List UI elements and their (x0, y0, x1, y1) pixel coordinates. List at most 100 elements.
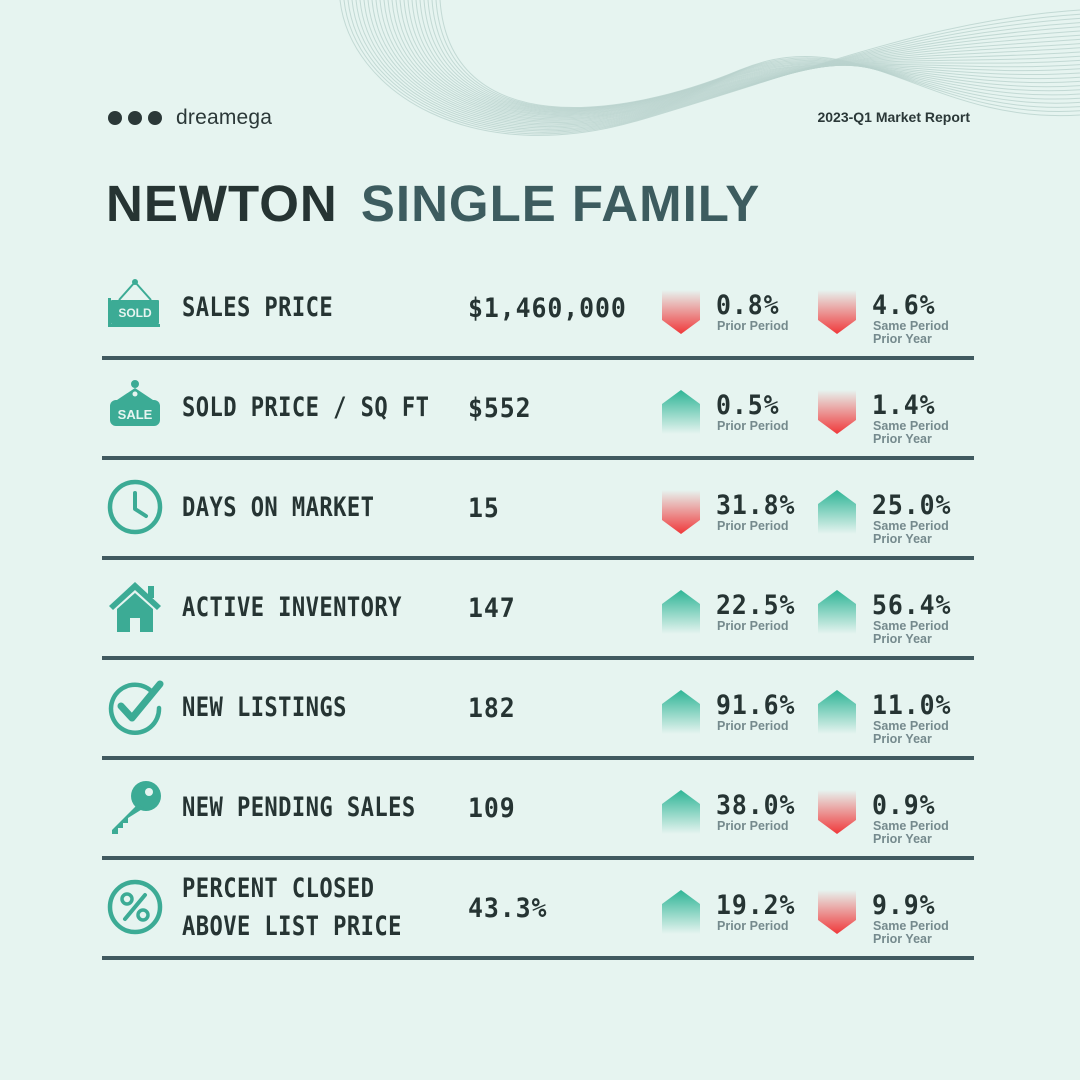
metric-row: ACTIVE INVENTORY 147 22.5% Prior Period … (102, 560, 974, 660)
metric-name: SOLD PRICE / SQ FT (182, 360, 429, 456)
metric-name-line: DAYS ON MARKET (182, 492, 375, 523)
prior-year-label-line1: Same Period (873, 319, 949, 333)
sale-tag-icon: SALE (106, 378, 164, 436)
prior-year-percent: 9.9% (872, 890, 936, 921)
metric-name: NEW LISTINGS (182, 660, 412, 756)
metric-row: SOLD SALES PRICE $1,460,000 0.8% Prior P… (102, 260, 974, 360)
arrow-down-icon (818, 390, 856, 434)
metrics-table: SOLD SALES PRICE $1,460,000 0.8% Prior P… (102, 260, 974, 960)
prior-period-percent: 38.0% (716, 790, 796, 821)
prior-period-label-text: Prior Period (717, 419, 789, 433)
metric-name: SALES PRICE (182, 260, 412, 356)
prior-period-label-text: Prior Period (717, 819, 789, 833)
prior-year-label-line2: Prior Year (873, 632, 932, 646)
metric-row: NEW LISTINGS 182 91.6% Prior Period 11.0… (102, 660, 974, 760)
page-title-type: SINGLE FAMILY (360, 175, 761, 232)
metric-name-line: NEW LISTINGS (182, 692, 347, 723)
prior-period-percent: 0.8% (716, 290, 780, 321)
arrow-down-icon (662, 490, 700, 534)
prior-period-label-text: Prior Period (717, 719, 789, 733)
prior-year-label: Same Period Prior Year (873, 920, 949, 946)
prior-year-label-line2: Prior Year (873, 832, 932, 846)
report-title: 2023-Q1 Market Report (817, 109, 970, 125)
prior-period-label-text: Prior Period (717, 919, 789, 933)
svg-text:SALE: SALE (118, 407, 153, 422)
metric-value: 147 (468, 592, 516, 624)
metric-value: 15 (468, 492, 500, 524)
brand-name: dreamega (176, 106, 273, 129)
metric-row: NEW PENDING SALES 109 38.0% Prior Period… (102, 760, 974, 860)
metric-name-line: NEW PENDING SALES (182, 792, 416, 823)
prior-period-percent: 19.2% (716, 890, 796, 921)
prior-year-percent: 11.0% (872, 690, 952, 721)
prior-year-label-line2: Prior Year (873, 932, 932, 946)
metric-name-line: ACTIVE INVENTORY (182, 592, 402, 623)
arrow-down-icon (818, 790, 856, 834)
prior-period-percent: 91.6% (716, 690, 796, 721)
arrow-up-icon (818, 590, 856, 634)
prior-year-label-line1: Same Period (873, 819, 949, 833)
arrow-up-icon (662, 690, 700, 734)
prior-period-label-text: Prior Period (717, 319, 789, 333)
prior-year-label-line2: Prior Year (873, 432, 932, 446)
prior-period-label: Prior Period (717, 620, 789, 633)
arrow-down-icon (662, 290, 700, 334)
prior-period-label-text: Prior Period (717, 619, 789, 633)
prior-period-label-text: Prior Period (717, 519, 789, 533)
metric-name-line: PERCENT CLOSED (182, 873, 375, 904)
prior-year-percent: 25.0% (872, 490, 952, 521)
metric-name-line: SALES PRICE (182, 292, 334, 323)
prior-year-label-line2: Prior Year (873, 332, 932, 346)
arrow-down-icon (818, 890, 856, 934)
prior-year-percent: 4.6% (872, 290, 936, 321)
prior-year-label: Same Period Prior Year (873, 620, 949, 646)
arrow-up-icon (662, 790, 700, 834)
metric-row: SALE SOLD PRICE / SQ FT $552 0.5% Prior … (102, 360, 974, 460)
brand-dots-icon (108, 111, 162, 125)
prior-year-label: Same Period Prior Year (873, 820, 949, 846)
prior-year-label-line1: Same Period (873, 419, 949, 433)
prior-period-percent: 0.5% (716, 390, 780, 421)
arrow-up-icon (818, 690, 856, 734)
metric-name-line: ABOVE LIST PRICE (182, 911, 402, 942)
prior-year-label-line1: Same Period (873, 619, 949, 633)
prior-year-label-line2: Prior Year (873, 532, 932, 546)
prior-period-label: Prior Period (717, 420, 789, 433)
prior-year-percent: 0.9% (872, 790, 936, 821)
prior-period-label: Prior Period (717, 720, 789, 733)
house-icon (106, 578, 164, 636)
key-icon (106, 778, 164, 836)
prior-year-label-line1: Same Period (873, 519, 949, 533)
checkmark-icon (106, 678, 164, 736)
prior-period-percent: 22.5% (716, 590, 796, 621)
percent-icon (106, 878, 164, 936)
arrow-down-icon (818, 290, 856, 334)
prior-year-label-line1: Same Period (873, 719, 949, 733)
prior-year-percent: 1.4% (872, 390, 936, 421)
prior-year-percent: 56.4% (872, 590, 952, 621)
arrow-up-icon (818, 490, 856, 534)
sold-sign-icon: SOLD (106, 278, 164, 336)
prior-year-label: Same Period Prior Year (873, 520, 949, 546)
prior-year-label: Same Period Prior Year (873, 720, 949, 746)
metric-value: 109 (468, 792, 516, 824)
prior-period-label: Prior Period (717, 520, 789, 533)
prior-period-label: Prior Period (717, 320, 789, 333)
prior-period-percent: 31.8% (716, 490, 796, 521)
metric-value: 43.3% (468, 892, 548, 924)
metric-row: DAYS ON MARKET 15 31.8% Prior Period 25.… (102, 460, 974, 560)
clock-icon (106, 478, 164, 536)
prior-year-label-line1: Same Period (873, 919, 949, 933)
arrow-up-icon (662, 390, 700, 434)
prior-period-label: Prior Period (717, 820, 789, 833)
metric-value: 182 (468, 692, 516, 724)
metric-name-line: SOLD PRICE / SQ FT (182, 392, 430, 423)
metric-row: PERCENT CLOSED ABOVE LIST PRICE 43.3% 19.… (102, 860, 974, 960)
prior-year-label: Same Period Prior Year (873, 420, 949, 446)
metric-name: DAYS ON MARKET (182, 460, 412, 556)
metric-value: $552 (468, 392, 532, 424)
page-title: NEWTON SINGLE FAMILY (106, 174, 760, 233)
svg-text:SOLD: SOLD (118, 306, 152, 320)
metric-name: NEW PENDING SALES (182, 760, 415, 856)
prior-year-label: Same Period Prior Year (873, 320, 949, 346)
